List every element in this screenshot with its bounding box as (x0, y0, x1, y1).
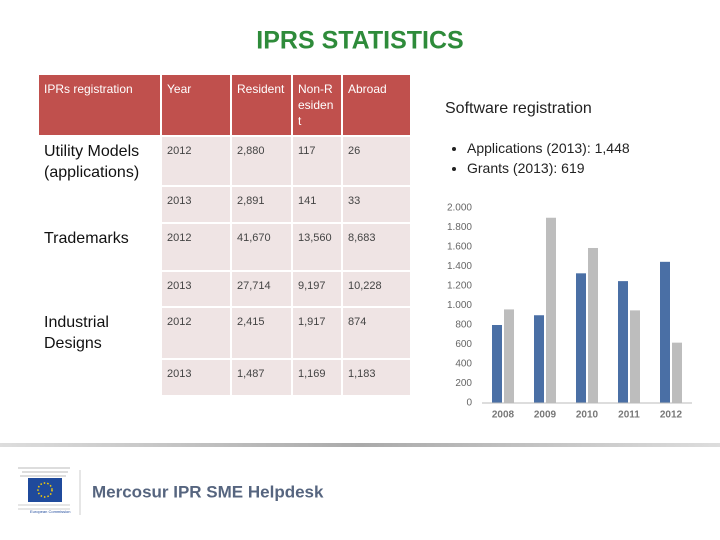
y-tick-label: 1.400 (447, 261, 472, 272)
slide-title: IPRS STATISTICS (256, 27, 463, 55)
software-title: Software registration (445, 100, 592, 117)
table-cell: 10,228 (341, 270, 412, 308)
helpdesk-name: Mercosur IPR SME Helpdesk (92, 482, 324, 501)
table-cell: 2012 (160, 222, 232, 272)
table-cell: 2,891 (230, 185, 293, 224)
bar (672, 342, 682, 403)
header-cell: Non-Resident (291, 73, 343, 137)
group-label: Trademarks (37, 222, 162, 308)
table-cell: 9,197 (291, 270, 343, 308)
table-cell: 33 (341, 185, 412, 224)
software-bullets: Applications (2013): 1,448Grants (2013):… (445, 138, 715, 178)
bar (630, 310, 640, 403)
y-tick-label: 0 (466, 398, 472, 409)
y-tick-label: 2.000 (447, 203, 472, 214)
table-cell: 1,169 (291, 358, 343, 397)
bar (504, 309, 514, 403)
y-tick-label: 1.600 (447, 242, 472, 253)
y-tick-label: 800 (455, 320, 472, 331)
table-cell: 1,183 (341, 358, 412, 397)
header-row: IPRs registration Year Resident Non-Residen… (37, 73, 412, 137)
y-tick-label: 1.000 (447, 300, 472, 311)
table-row: Industrial Designs 2012 2,415 1,917 874 (37, 306, 412, 397)
bar (534, 315, 544, 403)
y-tick-label: 1.200 (447, 281, 472, 292)
x-tick-label: 2011 (618, 410, 640, 421)
footer-rule (0, 443, 720, 447)
software-panel: Software registration Applications (2013… (445, 100, 715, 178)
software-bullet: Applications (2013): 1,448 (467, 138, 715, 158)
table-cell: 1,487 (230, 358, 293, 397)
x-tick-label: 2009 (534, 410, 557, 421)
table-cell: 874 (341, 306, 412, 360)
table-cell: 8,683 (341, 222, 412, 272)
table-cell: 2013 (160, 358, 232, 397)
table-cell: 26 (341, 135, 412, 187)
table-cell: 141 (291, 185, 343, 224)
bar (576, 273, 586, 403)
bar (492, 325, 502, 403)
header-cell: Resident (230, 73, 293, 137)
table-cell: 117 (291, 135, 343, 187)
ipr-table: IPRs registration Year Resident Non-Residen… (37, 73, 412, 397)
table-cell: 2,415 (230, 306, 293, 360)
bar (618, 281, 628, 403)
header-cell: IPRs registration (37, 73, 162, 137)
x-tick-label: 2012 (660, 410, 683, 421)
y-tick-label: 200 (455, 378, 472, 389)
bar (660, 261, 670, 403)
table-cell: 27,714 (230, 270, 293, 308)
x-tick-label: 2010 (576, 410, 599, 421)
ec-logo (18, 467, 70, 510)
table-row: Utility Models (applications) 2012 2,880 11… (37, 135, 412, 224)
agency-name: European Commission (30, 509, 70, 514)
header-cell: Year (160, 73, 232, 137)
table-row: 2013 27,714 9,197 10,228 (38, 270, 412, 308)
table-cell: 2,880 (230, 135, 293, 187)
software-bullet: Grants (2013): 619 (467, 158, 715, 178)
table-cell: 2012 (160, 135, 232, 187)
table-cell: 2012 (160, 306, 232, 360)
x-tick-label: 2008 (492, 410, 515, 421)
bar (546, 217, 556, 403)
table-row: 2013 1,487 1,169 1,183 (38, 358, 412, 397)
table-cell: 2013 (160, 270, 232, 308)
table-row: Trademarks 2012 41,670 13,560 8,683 (37, 222, 412, 308)
table-cell: 13,560 (291, 222, 343, 272)
bar (588, 247, 598, 403)
table-cell: 1,917 (291, 306, 343, 360)
y-tick-label: 1.800 (447, 222, 472, 233)
table-row: 2013 2,891 141 33 (38, 185, 412, 224)
table-cell: 2013 (160, 185, 232, 224)
header-cell: Abroad (341, 73, 412, 137)
table-cell: 41,670 (230, 222, 293, 272)
group-label: Industrial Designs (37, 306, 162, 397)
group-label: Utility Models (applications) (37, 135, 162, 224)
y-tick-label: 600 (455, 339, 472, 350)
y-tick-label: 400 (455, 359, 472, 370)
